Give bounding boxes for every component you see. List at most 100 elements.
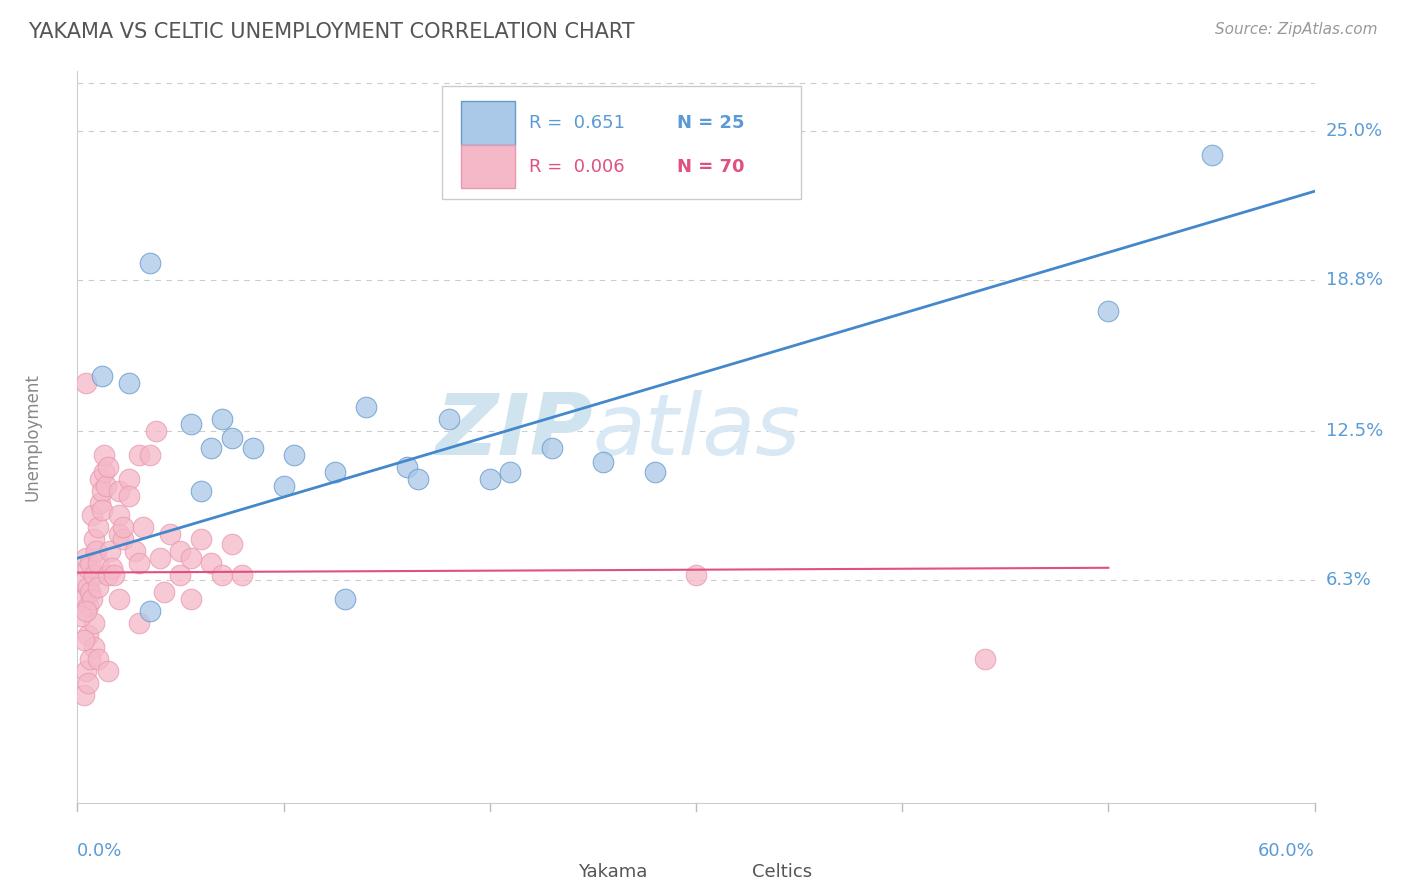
Point (93, 465, 115, 479)
Text: Celtics: Celtics (752, 863, 811, 880)
Point (76, 599, 98, 614)
FancyBboxPatch shape (461, 145, 516, 188)
Text: Unemployment: Unemployment (24, 373, 42, 501)
Point (111, 520, 134, 534)
Point (180, 551, 202, 566)
Point (107, 527, 129, 541)
Text: YAKAMA VS CELTIC UNEMPLOYMENT CORRELATION CHART: YAKAMA VS CELTIC UNEMPLOYMENT CORRELATIO… (28, 22, 634, 42)
Point (200, 441, 222, 455)
Point (323, 465, 346, 479)
Point (396, 460, 419, 475)
Point (83, 532, 105, 546)
Point (973, 652, 995, 666)
Point (354, 400, 377, 414)
Point (1097, 304, 1119, 318)
Point (406, 472, 429, 486)
Point (153, 584, 176, 599)
Point (128, 615, 150, 630)
Point (93, 448, 115, 462)
Point (211, 412, 233, 426)
Point (335, 591, 357, 606)
Point (79, 584, 101, 599)
Point (107, 483, 129, 498)
Point (138, 256, 160, 270)
FancyBboxPatch shape (533, 855, 572, 888)
Point (540, 441, 562, 455)
FancyBboxPatch shape (461, 102, 516, 145)
Point (96, 479, 118, 493)
Point (87, 580, 110, 594)
Point (180, 417, 202, 431)
Point (76, 628, 98, 642)
Point (80, 508, 103, 522)
Text: Source: ZipAtlas.com: Source: ZipAtlas.com (1215, 22, 1378, 37)
Point (91, 483, 114, 498)
Text: Yakama: Yakama (578, 863, 648, 880)
FancyBboxPatch shape (706, 855, 745, 888)
Point (97, 568, 120, 582)
Text: 18.8%: 18.8% (1326, 271, 1382, 289)
Point (190, 532, 212, 546)
Point (76, 561, 98, 575)
Point (72, 688, 94, 702)
Point (84, 544, 107, 558)
Point (76, 676, 98, 690)
Point (111, 532, 134, 546)
Point (128, 448, 150, 462)
Point (83, 615, 105, 630)
Point (437, 412, 460, 426)
Point (75, 664, 97, 678)
Text: 0.0%: 0.0% (77, 842, 122, 860)
Point (242, 441, 264, 455)
Point (231, 568, 253, 582)
Point (83, 568, 105, 582)
Point (72, 632, 94, 647)
Point (76, 580, 98, 594)
Point (75, 376, 97, 391)
Point (89, 472, 111, 486)
Point (169, 544, 191, 558)
Text: R =  0.651: R = 0.651 (529, 114, 624, 132)
Point (98, 544, 121, 558)
Point (169, 568, 191, 582)
Point (145, 424, 167, 438)
Text: N = 25: N = 25 (678, 114, 745, 132)
Point (1201, 148, 1223, 162)
Point (75, 551, 97, 566)
Point (644, 465, 666, 479)
FancyBboxPatch shape (443, 86, 801, 200)
Text: 12.5%: 12.5% (1326, 422, 1384, 440)
Point (221, 431, 243, 445)
Point (91, 503, 114, 517)
Point (685, 568, 707, 582)
Point (478, 472, 501, 486)
Point (190, 483, 212, 498)
Point (159, 527, 181, 541)
Point (89, 496, 111, 510)
Point (592, 455, 614, 469)
Point (72, 591, 94, 606)
Point (101, 561, 124, 575)
Text: ZIP: ZIP (436, 390, 593, 473)
Point (87, 520, 110, 534)
Point (107, 591, 129, 606)
Point (283, 448, 305, 462)
Point (103, 568, 125, 582)
Point (128, 556, 150, 570)
Point (132, 520, 155, 534)
Text: 60.0%: 60.0% (1258, 842, 1315, 860)
Point (75, 604, 97, 618)
Point (124, 544, 146, 558)
Point (97, 664, 120, 678)
Point (211, 568, 233, 582)
Point (149, 551, 172, 566)
Point (91, 368, 114, 383)
Point (499, 465, 522, 479)
Point (138, 604, 160, 618)
Point (79, 652, 101, 666)
Point (138, 448, 160, 462)
Text: 25.0%: 25.0% (1326, 122, 1384, 140)
Point (118, 489, 141, 503)
Point (97, 460, 120, 475)
Point (273, 479, 295, 493)
